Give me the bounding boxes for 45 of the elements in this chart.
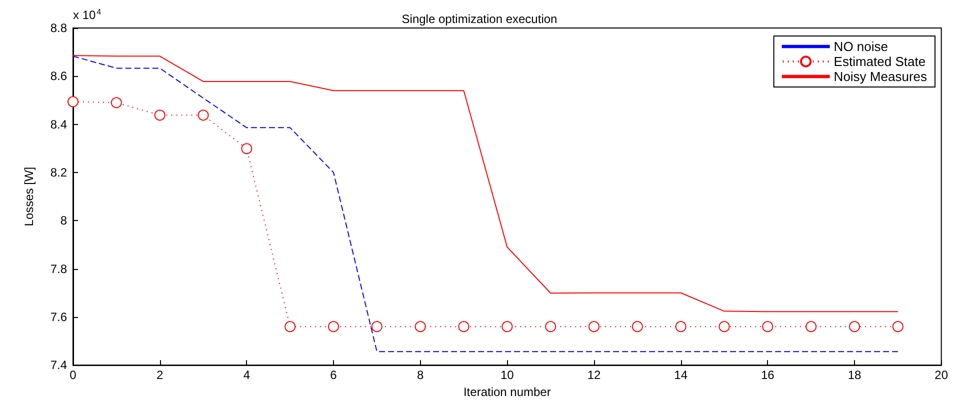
- x-tick-label: 0: [70, 368, 77, 382]
- x-tick-label: 14: [674, 368, 688, 382]
- point: [414, 321, 426, 332]
- legend-label: NO noise: [834, 39, 888, 54]
- x-tick-label: 4: [243, 368, 250, 382]
- y-tick-label: 8.8: [50, 21, 68, 35]
- x-tick-label: 10: [500, 368, 514, 382]
- chart-title: Single optimization execution: [402, 12, 558, 26]
- x-tick-label: 20: [934, 368, 948, 382]
- point: [588, 321, 600, 332]
- x-tick-label: 8: [416, 368, 424, 382]
- x-tick-label: 18: [848, 368, 862, 382]
- point: [110, 97, 122, 108]
- y-tick-label: 8.4: [50, 117, 68, 132]
- point: [849, 321, 860, 332]
- point: [762, 321, 774, 332]
- point: [328, 321, 339, 332]
- point: [806, 321, 817, 332]
- point: [718, 321, 730, 332]
- point: [675, 321, 686, 332]
- x-tick-label: 12: [587, 368, 601, 382]
- point: [458, 321, 470, 332]
- y-tick-label: 7.4: [50, 358, 68, 372]
- point: [632, 321, 643, 332]
- y-tick-label: 8.6: [50, 69, 68, 84]
- point: [241, 143, 252, 154]
- point: [198, 110, 209, 121]
- legend-label: Noisy Measures: [834, 69, 928, 84]
- point: [892, 321, 904, 332]
- x-tick-label: 2: [156, 368, 164, 382]
- point: [154, 110, 166, 121]
- y-tick-label: 8.2: [50, 165, 68, 180]
- point: [371, 321, 382, 332]
- point: [502, 321, 513, 332]
- x-tick-label: 16: [760, 368, 775, 382]
- y-tick-label: 7.6: [50, 310, 68, 324]
- y-axis-title: Losses [W]: [22, 166, 36, 226]
- y-tick-label: 7.8: [50, 262, 68, 276]
- point: [284, 321, 296, 332]
- legend-label: Estimated State: [834, 54, 926, 69]
- y-tick-label: 8: [60, 214, 68, 228]
- point: [545, 321, 556, 332]
- point: [68, 96, 78, 108]
- x-tick-label: 6: [330, 368, 338, 382]
- x-axis-title: Iteration number: [463, 385, 551, 399]
